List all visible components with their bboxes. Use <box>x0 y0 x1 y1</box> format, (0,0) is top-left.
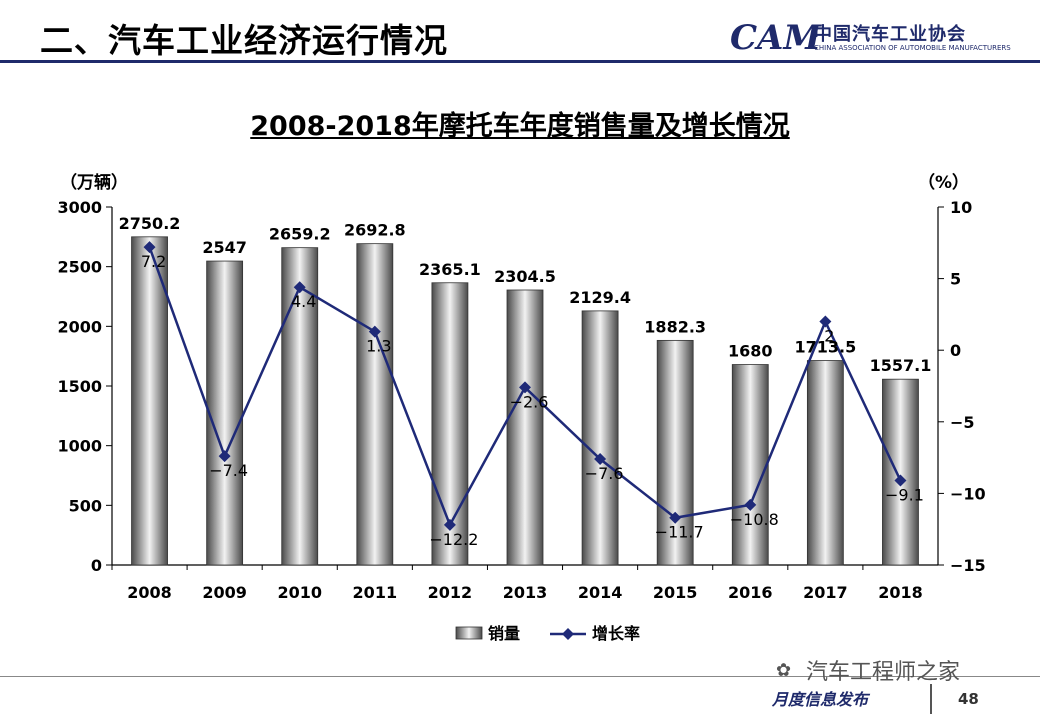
y-right-tick-label: 0 <box>950 341 961 360</box>
bar-data-label: 2129.4 <box>569 288 631 307</box>
y-left-tick-label: 1000 <box>57 437 102 456</box>
chart-title: 2008-2018年摩托车年度销售量及增长情况 <box>0 104 1040 143</box>
y-left-tick-label: 2000 <box>57 317 102 336</box>
legend-bar-swatch <box>455 626 483 640</box>
x-tick-label: 2010 <box>277 583 322 602</box>
bar-data-label: 2365.1 <box>419 260 481 279</box>
growth-data-label: 2 <box>824 327 834 346</box>
bar-data-label: 1680 <box>728 342 773 361</box>
legend-bar-label: 销量 <box>488 624 520 643</box>
growth-data-label: −7.6 <box>585 464 624 483</box>
chart-title-text: 2008-2018年摩托车年度销售量及增长情况 <box>250 111 790 142</box>
legend-line-label: 增长率 <box>592 624 640 643</box>
y-right-tick-label: 10 <box>950 198 972 217</box>
growth-marker-2009 <box>218 450 231 463</box>
y-right-label: （%） <box>918 172 969 193</box>
growth-marker-2014 <box>594 453 607 466</box>
growth-data-label: 4.4 <box>291 292 316 311</box>
growth-data-label: −11.7 <box>655 523 704 542</box>
legend-line-marker <box>562 628 574 640</box>
x-tick-label: 2016 <box>728 583 773 602</box>
y-left-tick-label: 2500 <box>57 258 102 277</box>
growth-data-label: −9.1 <box>885 486 924 505</box>
x-tick-label: 2018 <box>878 583 923 602</box>
growth-marker-2008 <box>143 241 156 254</box>
y-right-tick-label: −10 <box>950 484 986 503</box>
watermark-text: 汽车工程师之家 <box>806 660 961 685</box>
bar-data-label: 2692.8 <box>344 221 406 240</box>
bar-data-label: 2304.5 <box>494 267 556 286</box>
growth-marker-2015 <box>669 511 682 524</box>
y-left-label: （万辆） <box>60 172 128 193</box>
bar-2013 <box>506 289 544 566</box>
page-number: 48 <box>958 690 979 708</box>
bar-data-label: 2547 <box>202 238 247 257</box>
growth-marker-2012 <box>443 518 456 531</box>
growth-data-label: −7.4 <box>209 461 248 480</box>
bar-data-label: 2750.2 <box>119 214 181 233</box>
footer-separator <box>930 684 932 714</box>
growth-marker-2017 <box>819 315 832 328</box>
x-tick-label: 2008 <box>127 583 172 602</box>
footer-label: 月度信息发布 <box>772 690 869 709</box>
growth-marker-2010 <box>293 281 306 294</box>
bar-2011 <box>356 243 394 566</box>
bar-2008 <box>131 236 168 566</box>
bar-2018 <box>882 378 919 566</box>
y-right-tick-label: 5 <box>950 270 961 289</box>
x-tick-label: 2015 <box>653 583 698 602</box>
growth-marker-2013 <box>519 381 531 394</box>
x-tick-label: 2014 <box>578 583 623 602</box>
bar-data-label: 1557.1 <box>870 356 932 375</box>
growth-data-label: −2.6 <box>510 392 549 411</box>
bar-2014 <box>581 310 619 566</box>
bar-data-label: 1713.5 <box>794 338 856 357</box>
y-left-tick-label: 1500 <box>57 377 102 396</box>
y-left-tick-label: 3000 <box>57 198 102 217</box>
growth-data-label: 1.3 <box>366 337 391 356</box>
y-left-tick-label: 500 <box>69 496 102 515</box>
wechat-icon: ✿ <box>776 660 792 681</box>
bar-data-label: 2659.2 <box>269 225 331 244</box>
bar-2017 <box>806 360 844 566</box>
x-tick-label: 2013 <box>503 583 548 602</box>
footer-divider <box>0 676 1040 677</box>
growth-marker-2016 <box>744 498 757 511</box>
cam-logo-mark: CAM <box>730 18 822 58</box>
bar-2009 <box>206 260 244 566</box>
growth-data-label: −10.8 <box>730 510 779 529</box>
growth-data-label: −12.2 <box>429 530 478 549</box>
growth-marker-2018 <box>894 474 907 487</box>
cam-logo: CAM 中国汽车工业协会 CHINA ASSOCIATION OF AUTOMO… <box>730 18 1030 58</box>
page-title: 二、汽车工业经济运行情况 <box>40 21 448 60</box>
bar-2010 <box>281 247 319 566</box>
y-left-tick-label: 0 <box>91 556 102 575</box>
x-tick-label: 2017 <box>803 583 848 602</box>
header-divider <box>0 60 1040 63</box>
x-tick-label: 2011 <box>353 583 398 602</box>
bar-data-label: 1882.3 <box>644 317 706 336</box>
bar-2012 <box>431 282 469 566</box>
growth-marker-2011 <box>368 325 381 338</box>
y-right-tick-label: −5 <box>950 413 975 432</box>
y-right-tick-label: −15 <box>950 556 986 575</box>
logo-name-en: CHINA ASSOCIATION OF AUTOMOBILE MANUFACT… <box>814 44 1011 52</box>
bar-2015 <box>656 339 694 566</box>
logo-name-cn: 中国汽车工业协会 <box>814 24 966 45</box>
bar-2016 <box>731 364 769 566</box>
x-tick-label: 2012 <box>428 583 473 602</box>
growth-data-label: 7.2 <box>141 252 166 271</box>
x-tick-label: 2009 <box>202 583 247 602</box>
